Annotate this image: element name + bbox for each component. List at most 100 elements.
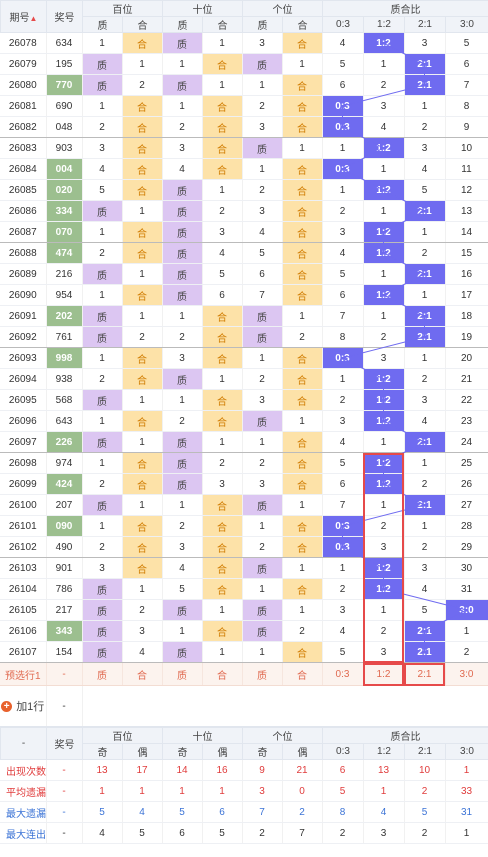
omission-cell: 2 bbox=[322, 389, 364, 411]
stats-value: 5 bbox=[162, 801, 203, 823]
ratio-hit-mark: 1:2 bbox=[363, 221, 405, 243]
prime-mark: 质 bbox=[162, 452, 203, 474]
table-row: 26087 070 1 合质 3 4 合 3 1:2 1 14 bbox=[0, 221, 488, 243]
composite-mark: 合 bbox=[282, 33, 323, 54]
sub-header: 1:2 bbox=[363, 16, 405, 33]
stats-value: 16 bbox=[202, 760, 243, 781]
omission-cell: 1 bbox=[404, 284, 446, 306]
predict-cell[interactable]: 0:3 bbox=[322, 662, 364, 686]
predict-cell[interactable]: 质 bbox=[82, 662, 123, 686]
issue-cell: 26085 bbox=[0, 179, 47, 201]
trend-table-body: 26078 634 1 合质 1 3 合 4 1:2 3 5 26079 195 质 1 1 合质 1 5 1 2:1 6… bbox=[0, 33, 488, 727]
predict-cell[interactable]: 合 bbox=[122, 662, 163, 686]
stats-value: 2 bbox=[404, 822, 446, 844]
stats-value: 2 bbox=[242, 822, 283, 844]
predict-cell[interactable]: 合 bbox=[282, 662, 323, 686]
award-number-cell: 761 bbox=[46, 326, 83, 348]
stats-sub-header: 3:0 bbox=[445, 743, 488, 760]
add-row-cell[interactable]: + 加1行 bbox=[0, 685, 47, 727]
stats-dash-header: - bbox=[0, 727, 47, 760]
ratio-hit-mark: 2:1 bbox=[404, 326, 446, 348]
predict-cell[interactable]: 合 bbox=[202, 662, 243, 686]
omission-cell: 2 bbox=[363, 620, 405, 642]
composite-mark: 合 bbox=[282, 347, 323, 369]
omission-cell: 5 bbox=[404, 179, 446, 201]
award-number-cell: 090 bbox=[46, 515, 83, 537]
omission-cell: 1 bbox=[363, 494, 405, 516]
omission-cell: 2 bbox=[242, 452, 283, 474]
stats-sub-header: 偶 bbox=[122, 743, 163, 760]
composite-mark: 合 bbox=[202, 389, 243, 411]
omission-cell: 11 bbox=[445, 158, 488, 180]
issue-cell: 26099 bbox=[0, 473, 47, 495]
stats-value: 2 bbox=[322, 822, 364, 844]
omission-cell: 12 bbox=[445, 179, 488, 201]
omission-cell: 2 bbox=[202, 452, 243, 474]
stats-value: 3 bbox=[363, 822, 405, 844]
prime-mark: 质 bbox=[82, 389, 123, 411]
stats-row-num: - bbox=[46, 760, 83, 781]
omission-cell: 3 bbox=[82, 557, 123, 579]
composite-mark: 合 bbox=[202, 158, 243, 180]
stats-group-ratio: 质合比 bbox=[322, 727, 488, 744]
sub-header: 合 bbox=[122, 16, 163, 33]
omission-cell: 1 bbox=[242, 641, 283, 663]
issue-cell: 26086 bbox=[0, 200, 47, 222]
table-row: 26079 195 质 1 1 合质 1 5 1 2:1 6 bbox=[0, 53, 488, 75]
omission-cell: 1 bbox=[82, 515, 123, 537]
omission-cell: 3 bbox=[363, 536, 405, 558]
omission-cell: 16 bbox=[445, 263, 488, 285]
omission-cell: 17 bbox=[445, 284, 488, 306]
composite-mark: 合 bbox=[122, 284, 163, 306]
predict-cell[interactable]: 2:1 bbox=[404, 662, 446, 686]
issue-cell: 26097 bbox=[0, 431, 47, 453]
ratio-hit-mark: 1:2 bbox=[363, 137, 405, 159]
omission-cell: 2 bbox=[162, 116, 203, 138]
composite-mark: 合 bbox=[122, 179, 163, 201]
omission-cell: 3 bbox=[242, 33, 283, 54]
predict-cell[interactable]: 1:2 bbox=[363, 662, 405, 686]
issue-column-header[interactable]: 期号▲ bbox=[0, 0, 47, 33]
award-number-cell: 020 bbox=[46, 179, 83, 201]
omission-cell: 1 bbox=[162, 95, 203, 117]
prime-mark: 质 bbox=[242, 326, 283, 348]
omission-cell: 1 bbox=[82, 347, 123, 369]
predict-cell[interactable]: 质 bbox=[162, 662, 203, 686]
omission-cell: 3 bbox=[363, 641, 405, 663]
omission-cell: 4 bbox=[122, 641, 163, 663]
stats-group-tens: 十位 bbox=[162, 727, 243, 744]
issue-cell: 26083 bbox=[0, 137, 47, 159]
omission-cell: 4 bbox=[202, 242, 243, 264]
composite-mark: 合 bbox=[282, 158, 323, 180]
stats-value: 7 bbox=[282, 822, 323, 844]
award-number-cell: 217 bbox=[46, 599, 83, 621]
predict-cell[interactable]: 3:0 bbox=[445, 662, 488, 686]
stats-value: 14 bbox=[162, 760, 203, 781]
award-number-cell: 690 bbox=[46, 95, 83, 117]
omission-cell: 1 bbox=[122, 200, 163, 222]
omission-cell: 3 bbox=[122, 620, 163, 642]
omission-cell: 3 bbox=[162, 137, 203, 159]
predict-cell[interactable]: 质 bbox=[242, 662, 283, 686]
omission-cell: 2 bbox=[363, 326, 405, 348]
stats-value: 17 bbox=[122, 760, 163, 781]
award-number-cell: 424 bbox=[46, 473, 83, 495]
ratio-hit-mark: 2:1 bbox=[404, 431, 446, 453]
composite-mark: 合 bbox=[122, 137, 163, 159]
omission-cell: 1 bbox=[202, 641, 243, 663]
omission-cell: 4 bbox=[322, 242, 364, 264]
omission-cell: 3 bbox=[363, 95, 405, 117]
add-row-button[interactable]: + 加1行 bbox=[1, 698, 44, 714]
prime-mark: 质 bbox=[162, 242, 203, 264]
issue-cell: 26102 bbox=[0, 536, 47, 558]
issue-cell: 26084 bbox=[0, 158, 47, 180]
omission-cell: 3 bbox=[162, 347, 203, 369]
sort-arrow-icon[interactable]: ▲ bbox=[29, 14, 38, 23]
omission-cell: 2 bbox=[404, 116, 446, 138]
omission-cell: 3 bbox=[162, 536, 203, 558]
stats-row-label: 出现次数 bbox=[0, 760, 47, 781]
award-number-cell: 901 bbox=[46, 557, 83, 579]
composite-mark: 合 bbox=[282, 179, 323, 201]
omission-cell: 3 bbox=[242, 389, 283, 411]
predict-row[interactable]: 预选行1 - 质 合 质 合 质 合 0:3 1:2 2:1 3:0 bbox=[0, 662, 488, 686]
